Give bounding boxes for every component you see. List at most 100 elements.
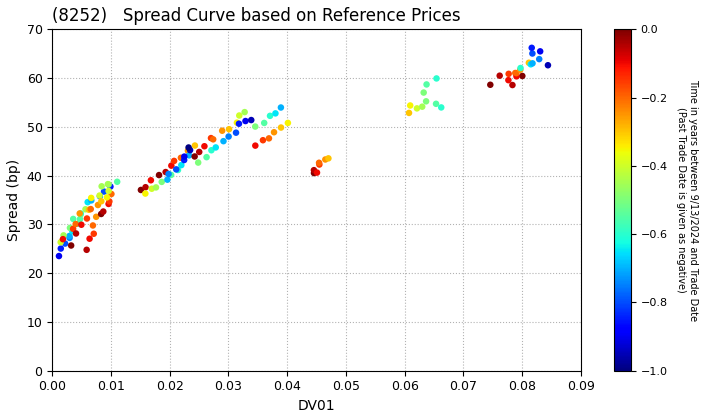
Point bbox=[179, 153, 190, 160]
Point bbox=[64, 225, 76, 231]
Point bbox=[418, 89, 429, 96]
Point bbox=[71, 230, 82, 237]
Point bbox=[66, 242, 77, 249]
Point bbox=[308, 170, 320, 176]
Point bbox=[264, 135, 275, 142]
Point bbox=[87, 222, 99, 229]
Point bbox=[96, 198, 107, 205]
Point bbox=[85, 206, 96, 213]
Point bbox=[503, 71, 514, 77]
Point bbox=[58, 232, 69, 239]
Point bbox=[183, 144, 194, 151]
Y-axis label: Spread (bp): Spread (bp) bbox=[7, 159, 21, 241]
Point bbox=[166, 171, 177, 178]
Point bbox=[80, 206, 91, 213]
Point bbox=[525, 61, 536, 68]
Point bbox=[162, 176, 174, 183]
Point bbox=[246, 117, 257, 123]
Point bbox=[160, 169, 171, 176]
Point bbox=[223, 133, 235, 140]
Point bbox=[258, 120, 270, 126]
Point bbox=[542, 62, 554, 68]
Point bbox=[231, 119, 243, 126]
Point bbox=[523, 59, 535, 66]
Point bbox=[153, 172, 165, 178]
Point bbox=[76, 221, 87, 228]
Point bbox=[74, 210, 86, 217]
Point bbox=[485, 81, 496, 88]
Point bbox=[104, 183, 116, 190]
Point bbox=[411, 105, 423, 112]
Point bbox=[83, 206, 94, 213]
Point bbox=[150, 184, 162, 191]
Point bbox=[264, 113, 276, 119]
Point bbox=[516, 73, 528, 79]
Point bbox=[86, 197, 97, 204]
Point bbox=[57, 236, 68, 242]
Point bbox=[68, 215, 79, 222]
Point bbox=[250, 142, 261, 149]
Point bbox=[163, 171, 174, 177]
Point bbox=[431, 100, 442, 107]
Point bbox=[140, 184, 151, 191]
Point bbox=[189, 142, 201, 149]
Point bbox=[503, 77, 514, 84]
Point bbox=[104, 198, 115, 205]
Point bbox=[70, 220, 81, 227]
Point bbox=[98, 188, 109, 195]
Point bbox=[205, 135, 217, 142]
Point bbox=[527, 60, 539, 67]
Point bbox=[240, 118, 251, 124]
Point bbox=[494, 72, 505, 79]
Point bbox=[314, 161, 325, 168]
Point bbox=[526, 45, 538, 51]
Point bbox=[510, 73, 522, 80]
Point bbox=[436, 104, 447, 111]
Point bbox=[526, 50, 538, 57]
Point bbox=[74, 216, 86, 223]
Point bbox=[282, 120, 294, 126]
Point bbox=[146, 185, 158, 192]
Point bbox=[55, 245, 66, 252]
Point bbox=[510, 70, 522, 76]
Point bbox=[403, 110, 415, 116]
Point bbox=[313, 160, 325, 166]
Point bbox=[534, 48, 546, 55]
Point bbox=[172, 167, 184, 173]
Point bbox=[140, 190, 151, 197]
Point bbox=[75, 211, 86, 218]
Point bbox=[217, 127, 228, 134]
Point bbox=[199, 143, 210, 150]
Point bbox=[192, 159, 204, 166]
Point bbox=[75, 210, 86, 217]
Point bbox=[135, 186, 147, 193]
Point bbox=[96, 183, 107, 190]
Point bbox=[311, 169, 323, 176]
Point bbox=[420, 81, 432, 88]
Point bbox=[81, 247, 92, 253]
Point bbox=[171, 166, 182, 173]
Point bbox=[67, 228, 78, 235]
Point bbox=[201, 154, 212, 160]
Point bbox=[233, 112, 245, 119]
Point bbox=[515, 65, 526, 71]
Point bbox=[63, 233, 75, 239]
Point bbox=[194, 149, 205, 155]
Point bbox=[323, 155, 334, 162]
Point bbox=[92, 202, 104, 208]
Point bbox=[84, 235, 95, 242]
Text: (8252)   Spread Curve based on Reference Prices: (8252) Spread Curve based on Reference P… bbox=[53, 7, 461, 25]
Point bbox=[168, 158, 180, 164]
Point bbox=[223, 126, 235, 133]
Point bbox=[184, 147, 196, 153]
Point bbox=[416, 103, 428, 110]
Point bbox=[431, 75, 442, 82]
Point bbox=[217, 138, 229, 144]
Point bbox=[210, 144, 222, 151]
Point bbox=[81, 215, 93, 222]
Point bbox=[230, 129, 242, 136]
Point bbox=[239, 109, 251, 116]
Point bbox=[97, 208, 109, 215]
Point bbox=[59, 240, 71, 247]
Point bbox=[515, 66, 526, 73]
